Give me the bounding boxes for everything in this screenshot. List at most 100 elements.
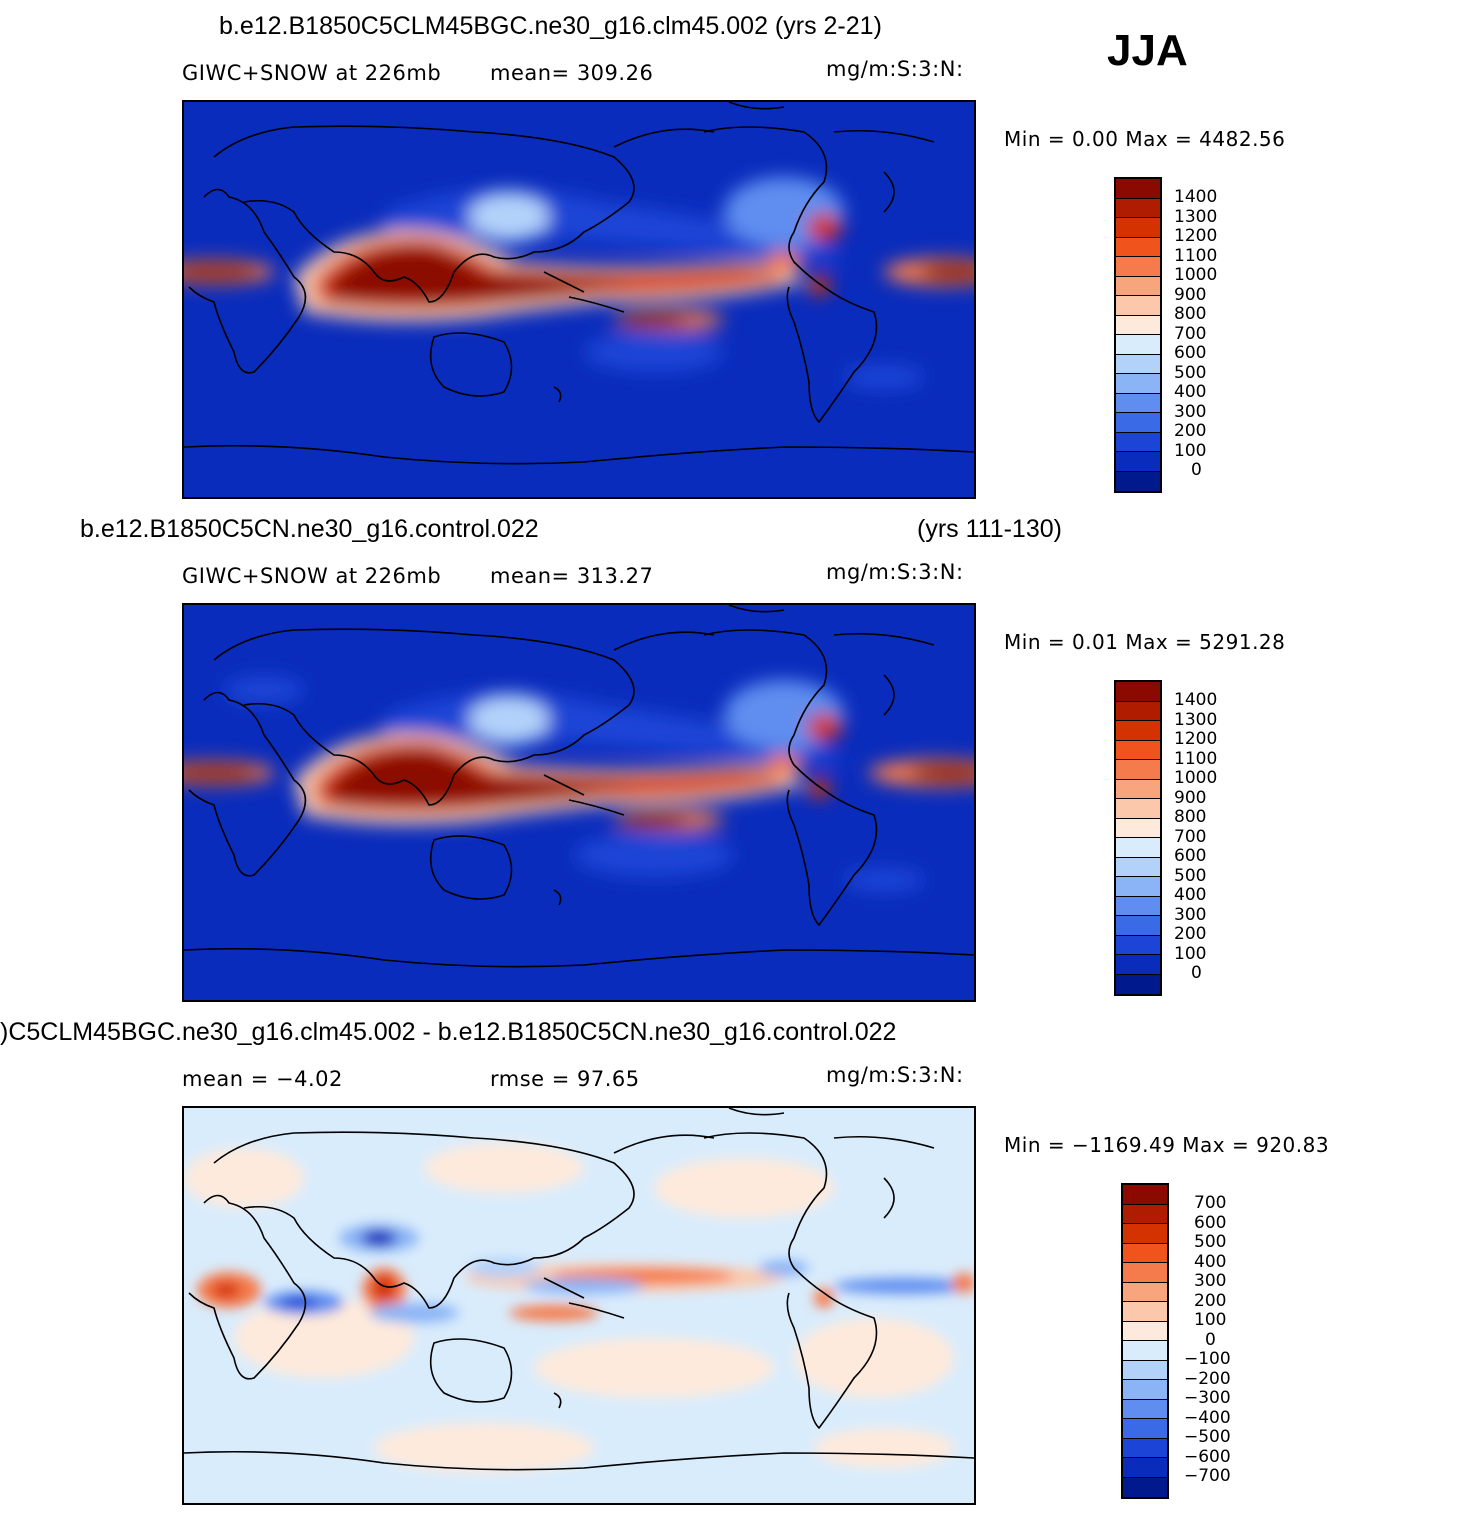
colorbar-swatch xyxy=(1116,740,1160,760)
colorbar-swatch xyxy=(1116,354,1160,374)
colorbar-swatch xyxy=(1116,315,1160,335)
colorbar-swatch xyxy=(1116,413,1160,433)
colorbar-swatch xyxy=(1116,955,1160,975)
colorbar-swatch xyxy=(1123,1438,1167,1458)
colorbar-swatch xyxy=(1116,799,1160,819)
colorbar-label: 1400 xyxy=(1174,187,1218,207)
colorbar-label: 100 xyxy=(1194,1310,1227,1330)
panel2-map xyxy=(182,603,976,1002)
colorbar-label: 600 xyxy=(1174,343,1207,363)
colorbar-label: 200 xyxy=(1174,421,1207,441)
panel3-colorbar xyxy=(1121,1183,1169,1499)
colorbar-label: 900 xyxy=(1174,284,1207,305)
colorbar-label: 400 xyxy=(1174,382,1207,402)
panel3-title: )C5CLM45BGC.ne30_g16.clm45.002 - b.e12.B… xyxy=(0,1018,897,1046)
colorbar-label: −100 xyxy=(1184,1349,1231,1369)
colorbar-label: −500 xyxy=(1184,1427,1231,1447)
colorbar-label: 1300 xyxy=(1174,709,1218,730)
colorbar-swatch xyxy=(1116,296,1160,316)
colorbar-label: 1100 xyxy=(1174,748,1218,769)
colorbar-swatch xyxy=(1123,1360,1167,1380)
colorbar-label: −300 xyxy=(1184,1388,1231,1408)
panel2-contour-field xyxy=(184,605,974,1000)
panel2-title-years: (yrs 111-130) xyxy=(917,515,1062,543)
colorbar-swatch xyxy=(1116,974,1160,994)
panel2-field-label: GIWC+SNOW at 226mb xyxy=(182,564,442,588)
colorbar-label: 400 xyxy=(1194,1251,1227,1272)
colorbar-label: 600 xyxy=(1174,846,1207,866)
colorbar-swatch xyxy=(1116,452,1160,472)
panel1-units-label: mg/m:S:3:N: xyxy=(826,57,964,81)
panel1-contour-field xyxy=(184,102,974,497)
colorbar-swatch xyxy=(1116,818,1160,838)
colorbar-swatch xyxy=(1123,1341,1167,1361)
colorbar-swatch xyxy=(1116,682,1160,702)
colorbar-swatch xyxy=(1116,916,1160,936)
colorbar-label: −600 xyxy=(1184,1446,1231,1467)
colorbar-swatch xyxy=(1116,335,1160,355)
colorbar-label: 300 xyxy=(1194,1271,1227,1291)
colorbar-swatch xyxy=(1116,701,1160,721)
colorbar-swatch xyxy=(1123,1419,1167,1439)
colorbar-swatch xyxy=(1116,374,1160,394)
colorbar-label: 300 xyxy=(1174,904,1207,925)
colorbar-label: 700 xyxy=(1174,323,1207,344)
panel3-minmax: Min = −1169.49 Max = 920.83 xyxy=(1004,1133,1330,1157)
colorbar-label: −200 xyxy=(1184,1368,1231,1389)
colorbar-swatch xyxy=(1123,1243,1167,1263)
colorbar-swatch xyxy=(1123,1399,1167,1419)
colorbar-swatch xyxy=(1116,857,1160,877)
colorbar-label: 1100 xyxy=(1174,245,1218,266)
colorbar-swatch xyxy=(1123,1204,1167,1224)
panel3-map xyxy=(182,1106,976,1505)
colorbar-label: 800 xyxy=(1174,807,1207,827)
colorbar-label: 200 xyxy=(1194,1290,1227,1311)
colorbar-swatch xyxy=(1123,1380,1167,1400)
colorbar-label: 300 xyxy=(1174,401,1207,422)
colorbar-label: 600 xyxy=(1194,1212,1227,1233)
colorbar-swatch xyxy=(1123,1302,1167,1322)
colorbar-label: 500 xyxy=(1174,865,1207,886)
colorbar-label: 500 xyxy=(1174,362,1207,383)
panel1-map xyxy=(182,100,976,499)
panel3-contour-field xyxy=(184,1108,974,1503)
colorbar-label: 100 xyxy=(1174,943,1207,964)
colorbar-swatch xyxy=(1116,276,1160,296)
colorbar-label: −400 xyxy=(1184,1407,1231,1428)
colorbar-label: 1400 xyxy=(1174,690,1218,710)
colorbar-label: 900 xyxy=(1174,787,1207,808)
colorbar-swatch xyxy=(1116,877,1160,897)
colorbar-swatch xyxy=(1123,1458,1167,1478)
panel1-mean-label: mean= 309.26 xyxy=(490,61,654,85)
colorbar-swatch xyxy=(1123,1321,1167,1341)
panel2-units-label: mg/m:S:3:N: xyxy=(826,560,964,584)
colorbar-swatch xyxy=(1116,838,1160,858)
panel3-rmse-label: rmse = 97.65 xyxy=(490,1067,640,1091)
panel2-title: b.e12.B1850C5CN.ne30_g16.control.022 xyxy=(80,515,539,543)
colorbar-label: 1200 xyxy=(1174,226,1218,246)
panel3-units-label: mg/m:S:3:N: xyxy=(826,1063,964,1087)
colorbar-swatch xyxy=(1123,1282,1167,1302)
colorbar-swatch xyxy=(1116,471,1160,491)
colorbar-label: 1300 xyxy=(1174,206,1218,227)
panel2-mean-label: mean= 313.27 xyxy=(490,564,654,588)
colorbar-swatch xyxy=(1116,721,1160,741)
colorbar-swatch xyxy=(1116,257,1160,277)
colorbar-label: 700 xyxy=(1194,1193,1227,1213)
colorbar-swatch xyxy=(1123,1263,1167,1283)
colorbar-swatch xyxy=(1123,1224,1167,1244)
colorbar-swatch xyxy=(1116,760,1160,780)
panel2-colorbar xyxy=(1114,680,1162,996)
colorbar-label: 700 xyxy=(1174,826,1207,847)
colorbar-swatch xyxy=(1123,1477,1167,1497)
panel1-minmax: Min = 0.00 Max = 4482.56 xyxy=(1004,127,1286,151)
panel3-mean-label: mean = −4.02 xyxy=(182,1067,343,1091)
panel1-colorbar xyxy=(1114,177,1162,493)
season-label: JJA xyxy=(1107,26,1188,75)
colorbar-label: 500 xyxy=(1194,1232,1227,1252)
colorbar-swatch xyxy=(1116,218,1160,238)
colorbar-label: 0 xyxy=(1205,1329,1216,1350)
colorbar-swatch xyxy=(1116,198,1160,218)
colorbar-label: 0 xyxy=(1191,460,1202,480)
colorbar-label: 800 xyxy=(1174,304,1207,324)
